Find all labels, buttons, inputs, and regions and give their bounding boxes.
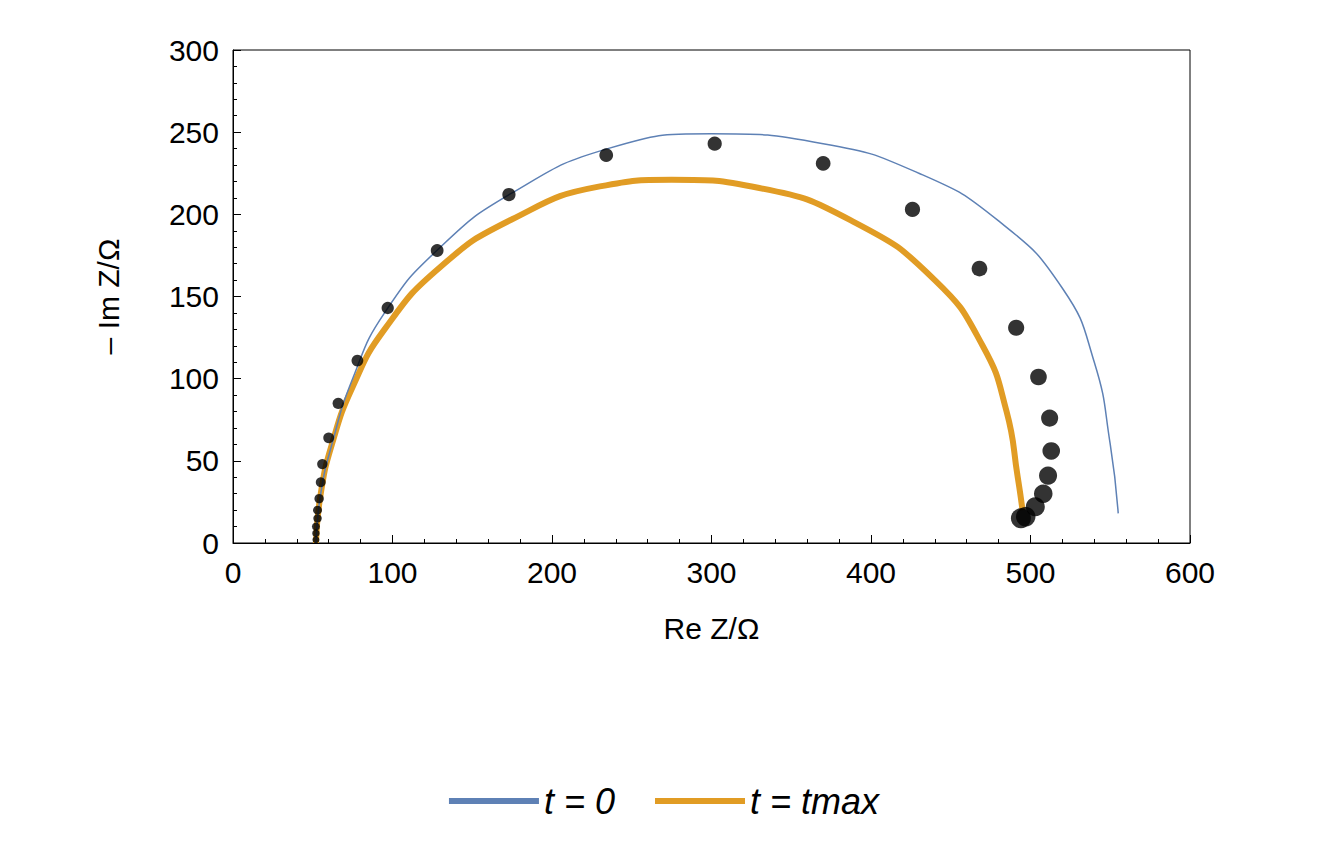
- svg-text:50: 50: [186, 444, 219, 477]
- svg-text:– Im Z/Ω: – Im Z/Ω: [92, 239, 125, 355]
- svg-text:600: 600: [1165, 556, 1215, 589]
- svg-text:100: 100: [169, 362, 219, 395]
- svg-text:t = tmax: t = tmax: [750, 781, 881, 822]
- svg-text:100: 100: [367, 556, 417, 589]
- svg-text:0: 0: [225, 556, 242, 589]
- svg-text:200: 200: [169, 198, 219, 231]
- svg-text:0: 0: [202, 527, 219, 560]
- svg-text:300: 300: [169, 34, 219, 67]
- svg-text:300: 300: [686, 556, 736, 589]
- svg-text:500: 500: [1005, 556, 1055, 589]
- svg-text:150: 150: [169, 280, 219, 313]
- svg-text:t = 0: t = 0: [544, 781, 615, 822]
- svg-text:Re Z/Ω: Re Z/Ω: [664, 612, 760, 645]
- svg-text:250: 250: [169, 116, 219, 149]
- svg-text:200: 200: [527, 556, 577, 589]
- svg-text:400: 400: [846, 556, 896, 589]
